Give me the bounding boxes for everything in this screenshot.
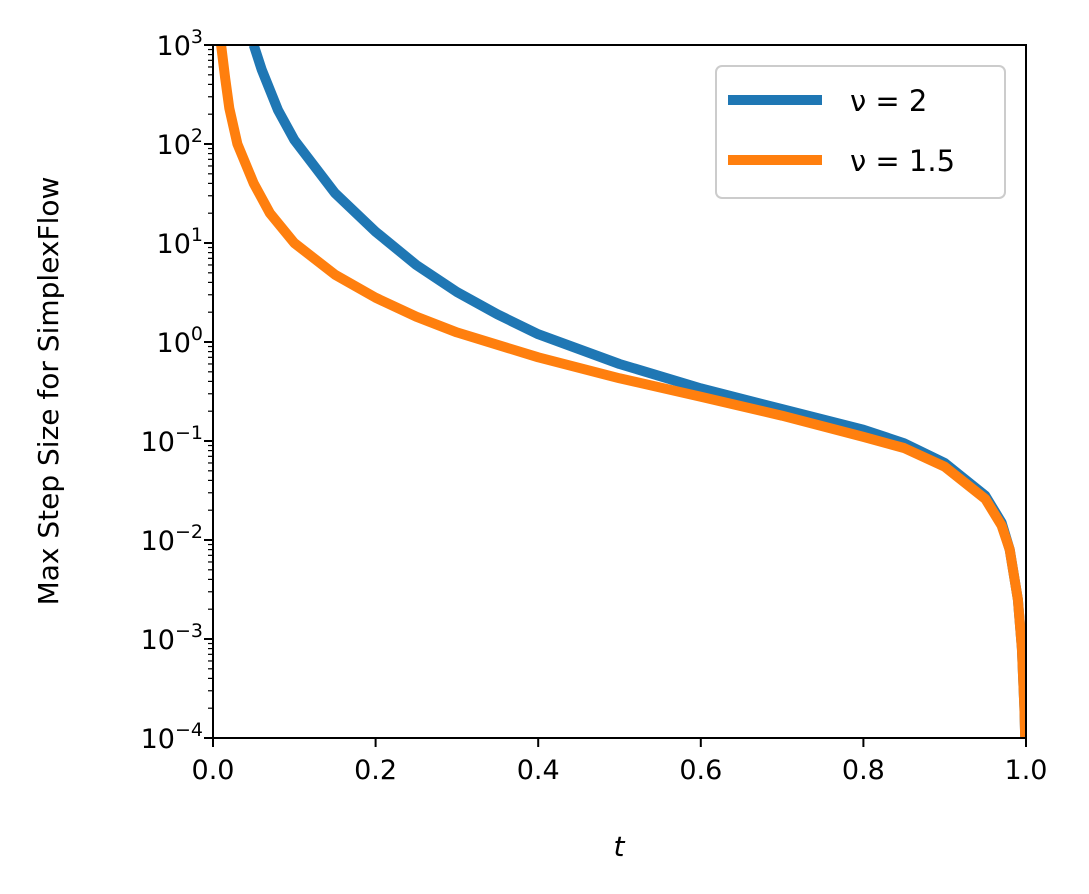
x-tick-label: 0.8 bbox=[842, 755, 885, 786]
y-tick-label: 10−2 bbox=[141, 521, 203, 557]
x-tick-label: 0.6 bbox=[679, 755, 722, 786]
y-tick-label: 10−1 bbox=[141, 422, 203, 458]
x-tick-label: 1.0 bbox=[1005, 755, 1048, 786]
legend-label-nu-1-5: ν = 1.5 bbox=[850, 144, 955, 178]
series-line-nu-1-5 bbox=[216, 45, 1026, 738]
axis-ticks bbox=[204, 44, 1027, 747]
y-axis-label: Max Step Size for SimplexFlow bbox=[32, 177, 65, 606]
legend-label-nu-2: ν = 2 bbox=[850, 84, 927, 118]
y-tick-label: 100 bbox=[157, 323, 203, 359]
x-tick-labels: 0.0 0.2 0.4 0.6 0.8 1.0 bbox=[192, 755, 1048, 786]
x-tick-label: 0.2 bbox=[354, 755, 397, 786]
x-tick-label: 0.4 bbox=[517, 755, 560, 786]
legend: ν = 2 ν = 1.5 bbox=[715, 65, 1006, 199]
y-tick-label: 10−4 bbox=[141, 719, 203, 755]
x-tick-label: 0.0 bbox=[192, 755, 235, 786]
plot-frame bbox=[212, 44, 1027, 739]
series-layer bbox=[216, 45, 1026, 738]
y-tick-label: 103 bbox=[157, 26, 203, 62]
y-tick-label: 102 bbox=[157, 125, 203, 161]
x-axis-label: t bbox=[614, 830, 626, 863]
y-tick-labels: 103 102 101 100 10−1 10−2 10−3 10−4 bbox=[141, 26, 203, 755]
y-tick-label: 101 bbox=[157, 224, 203, 260]
y-tick-label: 10−3 bbox=[141, 620, 203, 656]
